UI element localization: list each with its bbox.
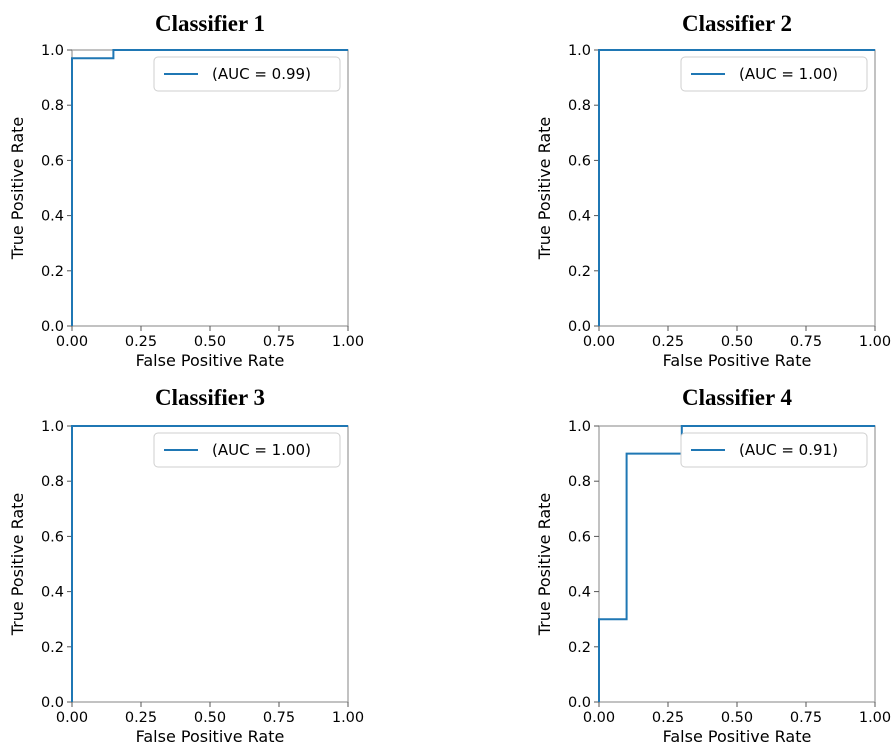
x-tick-label: 1.00 xyxy=(859,334,891,350)
y-tick-label: 0.0 xyxy=(568,319,591,335)
y-tick-label: 0.6 xyxy=(41,153,64,169)
roc-curve-line xyxy=(598,49,875,326)
x-axis-label: False Positive Rate xyxy=(136,351,285,370)
y-tick-label: 0.8 xyxy=(41,474,64,490)
x-axis-label: False Positive Rate xyxy=(663,727,812,746)
y-axis-label: True Positive Rate xyxy=(535,117,554,261)
y-axis-label: True Positive Rate xyxy=(8,117,27,261)
subplot-classifier-1: Classifier 1 0.00 0.25 0.50 0.75 1.00 0.0 0.2 0… xyxy=(8,11,364,370)
x-tick-label: 0.00 xyxy=(56,710,88,726)
y-tick-label: 0.4 xyxy=(568,209,591,225)
y-tick-label: 1.0 xyxy=(568,43,591,59)
x-tick-label: 1.00 xyxy=(332,710,364,726)
chart-title: Classifier 2 xyxy=(682,11,792,36)
y-tick-label: 0.0 xyxy=(41,695,64,711)
x-tick-label: 0.00 xyxy=(583,334,615,350)
roc-curve-line xyxy=(598,425,875,702)
x-tick-label: 1.00 xyxy=(332,334,364,350)
y-tick-label: 0.4 xyxy=(41,209,64,225)
x-tick-label: 0.50 xyxy=(721,334,753,350)
y-tick-label: 0.2 xyxy=(568,264,591,280)
x-tick-label: 0.25 xyxy=(125,710,157,726)
y-tick-label: 0.8 xyxy=(41,98,64,114)
y-tick-label: 0.6 xyxy=(568,529,591,545)
y-tick-label: 1.0 xyxy=(41,43,64,59)
x-tick-label: 0.75 xyxy=(263,334,295,350)
legend-label: (AUC = 0.91) xyxy=(739,441,838,459)
y-axis-label: True Positive Rate xyxy=(8,493,27,637)
y-tick-label: 0.8 xyxy=(568,98,591,114)
x-tick-label: 0.25 xyxy=(125,334,157,350)
roc-curve-line xyxy=(71,49,348,326)
legend-box xyxy=(680,432,868,468)
x-axis-label: False Positive Rate xyxy=(663,351,812,370)
chart-title: Classifier 3 xyxy=(155,385,265,410)
subplot-classifier-3: Classifier 3 0.00 0.25 0.50 0.75 1.00 0.0 0.2 0… xyxy=(8,385,364,746)
y-tick-label: 0.2 xyxy=(41,640,64,656)
x-tick-label: 0.25 xyxy=(652,710,684,726)
y-axis-label: True Positive Rate xyxy=(535,493,554,637)
x-axis-label: False Positive Rate xyxy=(136,727,285,746)
y-tick-label: 0.2 xyxy=(41,264,64,280)
x-tick-label: 0.75 xyxy=(790,334,822,350)
legend-box xyxy=(153,56,341,92)
x-tick-label: 1.00 xyxy=(859,710,891,726)
x-tick-label: 0.00 xyxy=(56,334,88,350)
x-tick-label: 0.00 xyxy=(583,710,615,726)
y-tick-label: 0.6 xyxy=(41,529,64,545)
x-tick-label: 0.50 xyxy=(194,334,226,350)
y-tick-label: 0.8 xyxy=(568,474,591,490)
y-tick-label: 0.4 xyxy=(41,585,64,601)
legend-label: (AUC = 1.00) xyxy=(212,441,311,459)
y-tick-label: 0.0 xyxy=(568,695,591,711)
y-tick-label: 0.4 xyxy=(568,585,591,601)
legend-box xyxy=(680,56,868,92)
subplot-classifier-2: Classifier 2 0.00 0.25 0.50 0.75 1.00 0.0 0.2 0… xyxy=(535,11,891,370)
chart-title: Classifier 4 xyxy=(682,385,793,410)
subplot-classifier-4: Classifier 4 0.00 0.25 0.50 0.75 1.00 0.0 0.2 0… xyxy=(535,385,891,746)
y-tick-label: 1.0 xyxy=(568,419,591,435)
roc-curve-line xyxy=(71,425,348,702)
chart-title: Classifier 1 xyxy=(155,11,265,36)
legend-label: (AUC = 0.99) xyxy=(212,65,311,83)
x-tick-label: 0.50 xyxy=(194,710,226,726)
y-tick-label: 0.2 xyxy=(568,640,591,656)
y-tick-label: 1.0 xyxy=(41,419,64,435)
y-tick-label: 0.6 xyxy=(568,153,591,169)
x-tick-label: 0.50 xyxy=(721,710,753,726)
y-tick-label: 0.0 xyxy=(41,319,64,335)
legend-label: (AUC = 1.00) xyxy=(739,65,838,83)
legend-box xyxy=(153,432,341,468)
x-tick-label: 0.25 xyxy=(652,334,684,350)
x-tick-label: 0.75 xyxy=(263,710,295,726)
x-tick-label: 0.75 xyxy=(790,710,822,726)
